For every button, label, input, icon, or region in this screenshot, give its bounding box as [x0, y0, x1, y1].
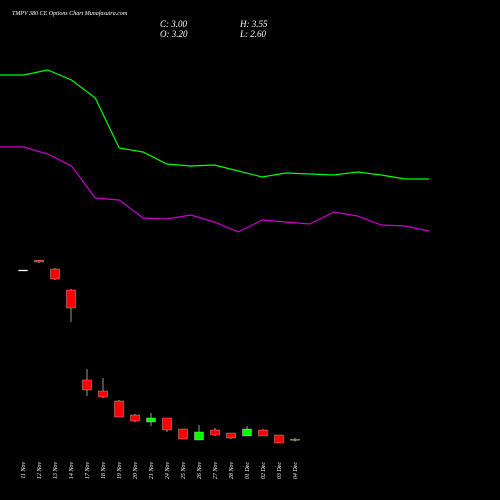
x-tick-label: 13 Nov: [53, 462, 59, 480]
x-tick-label: 04 Dec: [292, 462, 299, 479]
x-tick-label: 14 Nov: [68, 462, 75, 480]
x-tick-label: 26 Nov: [197, 462, 203, 480]
x-tick-label: 21 Nov: [149, 462, 155, 480]
candle-body: [290, 439, 300, 441]
x-tick-label: 27 Nov: [213, 462, 219, 480]
x-tick-label: 28 Nov: [229, 462, 235, 480]
chart-title: TMPV 380 CE Options Chart Munafasutra.co…: [12, 10, 128, 17]
candle-body: [178, 428, 188, 440]
x-tick-label: 17 Nov: [85, 462, 91, 480]
x-tick-label: 03 Dec: [277, 462, 283, 479]
candle-body: [82, 379, 92, 391]
candle-body: [194, 431, 204, 441]
candle-body: [50, 268, 60, 280]
candle-body: [242, 428, 252, 437]
candle-body: [258, 429, 268, 437]
x-tick-label: 20 Nov: [133, 462, 139, 480]
summary-high: H: 3.55: [239, 19, 268, 29]
candle-body: [114, 400, 124, 418]
summary-close: C: 3.00: [160, 19, 188, 29]
candle-body: [98, 390, 108, 398]
x-tick-label: 12 Nov: [37, 462, 43, 480]
indicator-line: [0, 69, 429, 180]
candle-body: [274, 434, 284, 444]
x-tick-label: 18 Nov: [101, 462, 107, 480]
candle-body: [18, 269, 28, 272]
candle-body: [130, 414, 140, 422]
candle-body: [162, 417, 172, 431]
summary-open: O: 3.20: [160, 29, 188, 39]
x-tick-label: 11 Nov: [21, 462, 27, 479]
x-tick-label: 24 Nov: [164, 462, 171, 480]
candle-body: [226, 432, 236, 439]
x-tick-label: 02 Dec: [261, 462, 267, 479]
x-tick-label: 25 Nov: [181, 462, 187, 480]
candle-body: [210, 429, 220, 436]
x-tick-label: 19 Nov: [117, 462, 123, 480]
indicator-line: [0, 146, 430, 233]
x-tick-label: 01 Dec: [245, 462, 251, 479]
summary-low: L: 2.60: [239, 29, 267, 39]
candle-body: [146, 417, 156, 423]
candle-body: [66, 289, 76, 309]
candle-body: [34, 260, 44, 263]
